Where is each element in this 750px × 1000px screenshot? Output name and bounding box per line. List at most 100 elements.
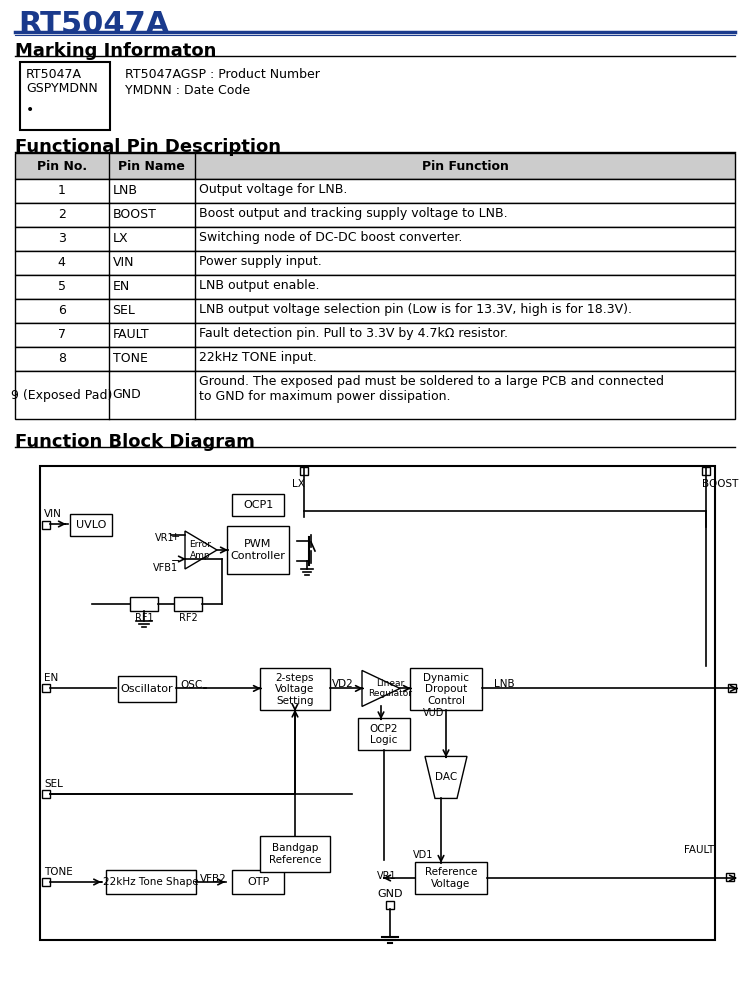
- Bar: [702, 467, 710, 475]
- Bar: [174, 597, 202, 611]
- Bar: [15, 179, 735, 203]
- Bar: [300, 467, 308, 475]
- Text: 3: 3: [58, 232, 66, 245]
- Text: Bandgap
Reference: Bandgap Reference: [268, 843, 321, 865]
- Bar: [15, 275, 735, 299]
- Bar: [42, 878, 50, 886]
- Text: RT5047A: RT5047A: [18, 10, 170, 39]
- Bar: [20, 62, 110, 130]
- Bar: [15, 323, 735, 347]
- Text: Marking Informaton: Marking Informaton: [15, 42, 216, 60]
- Text: GND: GND: [377, 889, 403, 899]
- Text: Pin No.: Pin No.: [37, 159, 87, 172]
- Text: Reference
Voltage: Reference Voltage: [424, 867, 477, 889]
- Text: Ground. The exposed pad must be soldered to a large PCB and connected
to GND for: Ground. The exposed pad must be soldered…: [199, 375, 664, 403]
- Text: Pin Function: Pin Function: [422, 159, 509, 172]
- Text: Error
Amp: Error Amp: [189, 540, 211, 560]
- Text: VD1: VD1: [413, 850, 434, 860]
- Text: UVLO: UVLO: [76, 520, 106, 530]
- Text: VUD: VUD: [423, 708, 444, 718]
- Bar: [118, 676, 176, 702]
- Text: OCP1: OCP1: [243, 500, 273, 510]
- Text: OCP2
Logic: OCP2 Logic: [370, 724, 398, 745]
- Text: BOOST: BOOST: [112, 209, 157, 222]
- Text: TONE: TONE: [112, 353, 148, 365]
- Text: LX: LX: [292, 479, 304, 489]
- Text: 6: 6: [58, 304, 66, 318]
- Text: LX: LX: [112, 232, 128, 245]
- Text: Linear
Regulator: Linear Regulator: [368, 679, 412, 698]
- Text: YMDNN : Date Code: YMDNN : Date Code: [125, 84, 250, 97]
- Text: FAULT: FAULT: [684, 845, 714, 855]
- Bar: [15, 251, 735, 275]
- Text: Oscillator: Oscillator: [121, 684, 173, 694]
- Text: PWM
Controller: PWM Controller: [230, 539, 286, 561]
- Text: RT5047AGSP : Product Number: RT5047AGSP : Product Number: [125, 68, 320, 81]
- Text: +: +: [171, 532, 180, 542]
- Text: VFB2: VFB2: [200, 874, 226, 884]
- Text: DAC: DAC: [435, 772, 457, 782]
- Bar: [15, 347, 735, 371]
- Bar: [42, 790, 50, 798]
- Bar: [15, 203, 735, 227]
- Bar: [232, 494, 284, 516]
- Text: Function Block Diagram: Function Block Diagram: [15, 433, 255, 451]
- Text: BOOST: BOOST: [702, 479, 738, 489]
- Text: 1: 1: [58, 184, 66, 198]
- Text: LNB output enable.: LNB output enable.: [199, 279, 320, 292]
- Bar: [15, 227, 735, 251]
- Bar: [726, 873, 734, 881]
- Text: SEL: SEL: [44, 779, 63, 789]
- Text: 2: 2: [58, 209, 66, 222]
- Text: Functional Pin Description: Functional Pin Description: [15, 138, 281, 156]
- Text: 22kHz Tone Shape: 22kHz Tone Shape: [104, 877, 199, 887]
- Text: VR1: VR1: [377, 871, 397, 881]
- Text: Dynamic
Dropout
Control: Dynamic Dropout Control: [423, 673, 469, 706]
- Bar: [42, 521, 50, 529]
- Text: Output voltage for LNB.: Output voltage for LNB.: [199, 183, 347, 196]
- Text: EN: EN: [44, 673, 58, 683]
- Text: VIN: VIN: [44, 509, 62, 519]
- Text: 22kHz TONE input.: 22kHz TONE input.: [199, 351, 316, 364]
- Text: VD2: VD2: [332, 679, 354, 689]
- Text: LNB: LNB: [112, 184, 137, 198]
- Text: Switching node of DC-DC boost converter.: Switching node of DC-DC boost converter.: [199, 231, 462, 244]
- Bar: [70, 514, 112, 536]
- Text: 9 (Exposed Pad): 9 (Exposed Pad): [11, 388, 112, 401]
- Text: 5: 5: [58, 280, 66, 294]
- Text: SEL: SEL: [112, 304, 136, 318]
- Text: Fault detection pin. Pull to 3.3V by 4.7kΩ resistor.: Fault detection pin. Pull to 3.3V by 4.7…: [199, 327, 508, 340]
- Text: 2-steps
Voltage
Setting: 2-steps Voltage Setting: [275, 673, 315, 706]
- Text: VIN: VIN: [112, 256, 134, 269]
- Text: Boost output and tracking supply voltage to LNB.: Boost output and tracking supply voltage…: [199, 207, 508, 220]
- Bar: [728, 684, 736, 692]
- Bar: [15, 299, 735, 323]
- Text: 4: 4: [58, 256, 66, 269]
- Text: •: •: [26, 103, 34, 117]
- Text: GSPYMDNN: GSPYMDNN: [26, 82, 98, 95]
- Bar: [260, 836, 330, 872]
- Text: FAULT: FAULT: [112, 328, 149, 342]
- Text: −: −: [171, 556, 180, 566]
- Bar: [15, 371, 735, 419]
- Bar: [42, 684, 50, 692]
- Bar: [260, 668, 330, 710]
- Text: VFB1: VFB1: [153, 563, 178, 573]
- Bar: [40, 466, 715, 940]
- Bar: [232, 870, 284, 894]
- Bar: [227, 526, 289, 574]
- Text: 8: 8: [58, 353, 66, 365]
- Text: RF2: RF2: [178, 613, 197, 623]
- Bar: [130, 597, 158, 611]
- Text: RT5047A: RT5047A: [26, 68, 82, 81]
- Bar: [358, 718, 410, 750]
- Text: OTP: OTP: [247, 877, 269, 887]
- Text: 7: 7: [58, 328, 66, 342]
- Bar: [410, 668, 482, 710]
- Text: Power supply input.: Power supply input.: [199, 255, 322, 268]
- Text: EN: EN: [112, 280, 130, 294]
- Text: TONE: TONE: [44, 867, 73, 877]
- Text: LNB output voltage selection pin (Low is for 13.3V, high is for 18.3V).: LNB output voltage selection pin (Low is…: [199, 303, 632, 316]
- Text: RF1: RF1: [135, 613, 153, 623]
- Bar: [386, 901, 394, 909]
